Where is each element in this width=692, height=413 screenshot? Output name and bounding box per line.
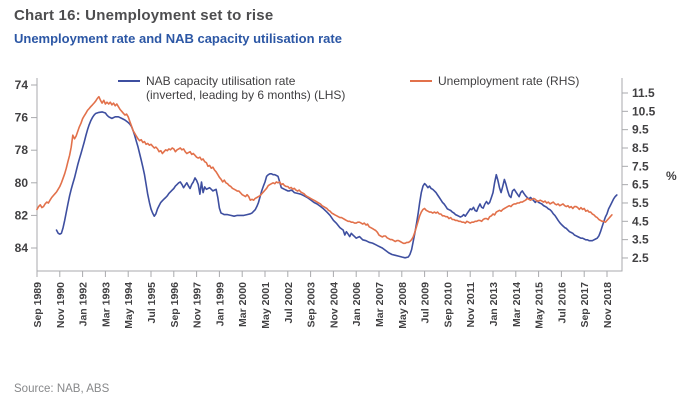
x-axis-tick-label: Mar 2000	[237, 282, 249, 327]
right-axis-tick-label: 2.5	[632, 251, 649, 265]
left-axis-tick-label: 80	[15, 176, 29, 190]
right-axis-tick-label: 10.5	[632, 104, 656, 118]
x-axis-tick-label: Nov 1997	[192, 282, 204, 328]
x-axis-tick-label: Jul 2009	[420, 282, 432, 324]
x-axis-tick-label: Nov 2018	[602, 282, 614, 328]
legend-label: Unemployment rate (RHS)	[438, 74, 579, 88]
right-axis-tick-label: 8.5	[632, 141, 649, 155]
source-note: Source: NAB, ABS	[14, 383, 110, 395]
right-axis-tick-label: 9.5	[632, 123, 649, 137]
x-axis-tick-label: Sep 1989	[32, 282, 44, 328]
right-axis-tick-label: 11.5	[632, 86, 655, 100]
right-axis-tick-label: 4.5	[632, 214, 649, 228]
right-axis-tick-label: 7.5	[632, 159, 649, 173]
left-axis-tick-label: 82	[15, 208, 29, 222]
x-axis-tick-label: Mar 1993	[100, 282, 112, 327]
x-axis-tick-label: Jul 1995	[146, 282, 158, 324]
x-axis-tick-label: Nov 2011	[465, 282, 477, 328]
x-axis-tick-label: Sep 1996	[169, 282, 181, 328]
x-axis-tick-label: Nov 2004	[328, 282, 340, 328]
x-axis-tick-label: Sep 2017	[579, 282, 591, 328]
right-axis-tick-label: 3.5	[632, 233, 649, 247]
x-axis-tick-label: Jul 2002	[283, 282, 295, 324]
x-axis-tick-label: Jul 2016	[556, 282, 568, 324]
right-axis-tick-label: 5.5	[632, 196, 649, 210]
series-line-unemployment	[36, 95, 613, 245]
left-axis-tick-label: 78	[15, 143, 29, 157]
left-axis-tick-label: 84	[15, 241, 29, 255]
left-axis-tick-label: 74	[15, 78, 29, 92]
x-axis-tick-label: Jan 2006	[351, 282, 363, 327]
series-line-capacity-utilisation	[55, 111, 618, 259]
x-axis-tick-label: Jan 1999	[214, 282, 226, 327]
x-axis-tick-label: May 2015	[534, 282, 546, 329]
x-axis-tick-label: Mar 2007	[374, 282, 386, 327]
x-axis-tick-label: May 2001	[260, 282, 272, 329]
x-axis-tick-label: Mar 2014	[511, 282, 523, 327]
legend-label: (inverted, leading by 6 months) (LHS)	[146, 88, 345, 102]
x-axis-tick-label: Sep 2010	[442, 282, 454, 328]
left-axis-tick-label: 76	[15, 111, 29, 125]
x-axis-tick-label: Jan 2013	[488, 282, 500, 327]
x-axis-tick-label: Jan 1992	[78, 282, 90, 327]
chart-subtitle: Unemployment rate and NAB capacity utili…	[14, 31, 342, 46]
right-axis-unit-label: %	[666, 169, 677, 183]
right-axis-tick-label: 6.5	[632, 178, 649, 192]
plot-frame	[36, 78, 623, 272]
legend-label: NAB capacity utilisation rate	[146, 74, 296, 88]
x-axis-tick-label: Nov 1990	[55, 282, 67, 328]
page-title: Chart 16: Unemployment set to rise	[14, 7, 274, 24]
x-axis-tick-label: May 2008	[397, 282, 409, 329]
x-axis-tick-label: May 1994	[123, 282, 135, 329]
x-axis-tick-label: Sep 2003	[306, 282, 318, 328]
